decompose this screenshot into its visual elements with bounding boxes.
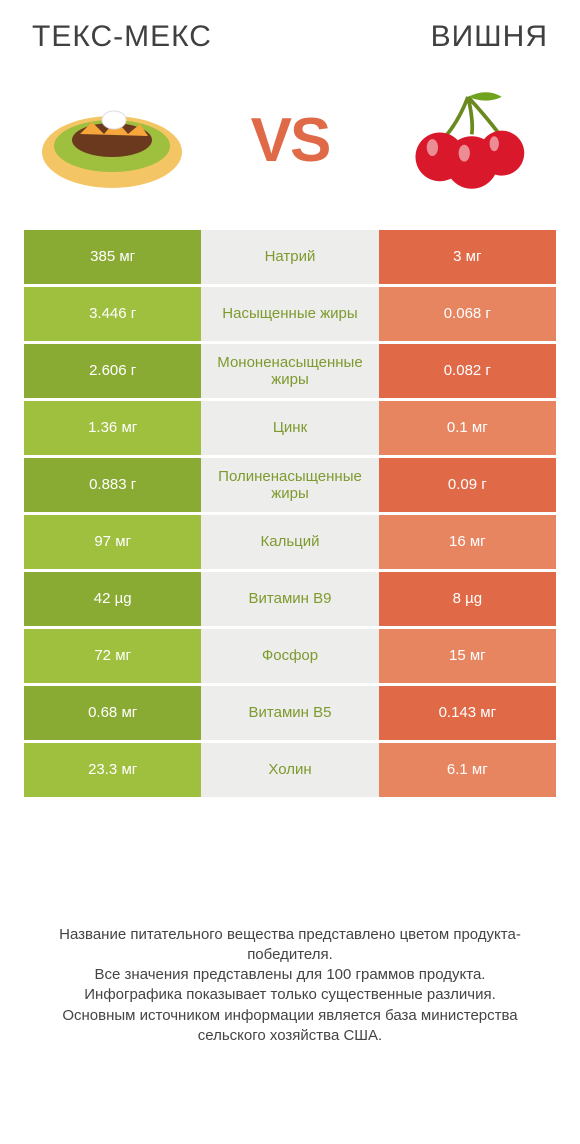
table-row: 0.68 мгВитамин B50.143 мг (24, 686, 556, 740)
value-left: 0.883 г (24, 458, 201, 512)
value-right: 0.082 г (379, 344, 556, 398)
food-image-left (32, 80, 192, 200)
table-row: 0.883 гПолиненасыщенные жиры0.09 г (24, 458, 556, 512)
value-left: 97 мг (24, 515, 201, 569)
comparison-table: 385 мгНатрий3 мг3.446 гНасыщенные жиры0.… (24, 230, 556, 797)
value-left: 72 мг (24, 629, 201, 683)
value-left: 1.36 мг (24, 401, 201, 455)
nutrient-label: Холин (201, 743, 378, 797)
table-row: 23.3 мгХолин6.1 мг (24, 743, 556, 797)
value-right: 8 µg (379, 572, 556, 626)
title-right: ВИШНЯ (431, 20, 548, 54)
footer-note: Название питательного вещества представл… (24, 925, 556, 1047)
table-row: 97 мгКальций16 мг (24, 515, 556, 569)
nutrient-label: Витамин B9 (201, 572, 378, 626)
value-right: 16 мг (379, 515, 556, 569)
value-left: 385 мг (24, 230, 201, 284)
title-left: ТЕКС-МЕКС (32, 20, 212, 54)
value-right: 6.1 мг (379, 743, 556, 797)
nutrient-label: Полиненасыщенные жиры (201, 458, 378, 512)
nutrient-label: Мононенасыщенные жиры (201, 344, 378, 398)
food-image-right (388, 80, 548, 200)
value-right: 0.1 мг (379, 401, 556, 455)
value-right: 15 мг (379, 629, 556, 683)
table-row: 3.446 гНасыщенные жиры0.068 г (24, 287, 556, 341)
nutrient-label: Насыщенные жиры (201, 287, 378, 341)
value-right: 0.143 мг (379, 686, 556, 740)
value-right: 3 мг (379, 230, 556, 284)
value-left: 2.606 г (24, 344, 201, 398)
table-row: 72 мгФосфор15 мг (24, 629, 556, 683)
table-row: 42 µgВитамин B98 µg (24, 572, 556, 626)
value-left: 3.446 г (24, 287, 201, 341)
value-right: 0.068 г (379, 287, 556, 341)
nutrient-label: Натрий (201, 230, 378, 284)
value-left: 42 µg (24, 572, 201, 626)
vs-label: VS (251, 105, 330, 176)
table-row: 385 мгНатрий3 мг (24, 230, 556, 284)
table-row: 1.36 мгЦинк0.1 мг (24, 401, 556, 455)
value-right: 0.09 г (379, 458, 556, 512)
value-left: 23.3 мг (24, 743, 201, 797)
nutrient-label: Цинк (201, 401, 378, 455)
nutrient-label: Фосфор (201, 629, 378, 683)
nutrient-label: Витамин B5 (201, 686, 378, 740)
table-row: 2.606 гМононенасыщенные жиры0.082 г (24, 344, 556, 398)
nutrient-label: Кальций (201, 515, 378, 569)
value-left: 0.68 мг (24, 686, 201, 740)
